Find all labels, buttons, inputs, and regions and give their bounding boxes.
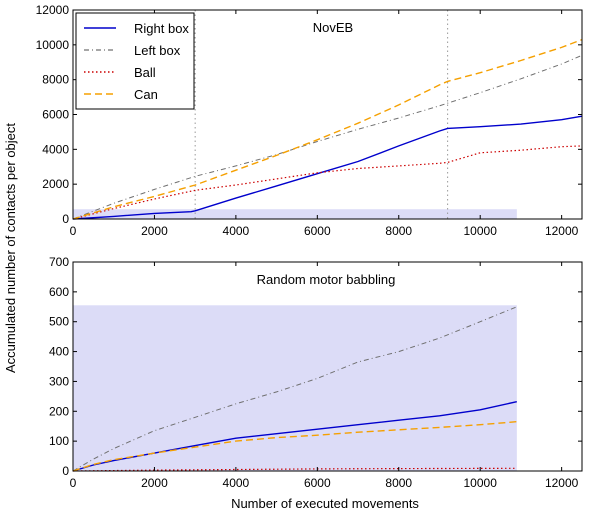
x-tick-label: 8000 xyxy=(385,476,412,490)
y-tick-label: 6000 xyxy=(42,108,69,122)
legend-label: Right box xyxy=(134,21,189,36)
series-line-ball xyxy=(72,145,583,220)
legend-label: Can xyxy=(134,87,158,102)
plot-frame xyxy=(72,261,583,472)
x-tick-label: 0 xyxy=(70,224,77,238)
legend: Right box Left box Ball Can xyxy=(75,12,195,110)
shaded-region xyxy=(73,305,517,471)
series-line-left-box xyxy=(72,306,517,472)
panel-title: Random motor babbling xyxy=(257,272,396,287)
y-tick-label: 8000 xyxy=(42,73,69,87)
y-tick-label: 400 xyxy=(49,345,69,359)
legend-label: Ball xyxy=(134,65,156,80)
x-tick-label: 10000 xyxy=(464,476,498,490)
x-tick-label: 0 xyxy=(70,476,77,490)
y-tick-label: 500 xyxy=(49,315,69,329)
x-tick-label: 12000 xyxy=(545,476,579,490)
x-tick-label: 6000 xyxy=(304,224,331,238)
y-tick-label: 0 xyxy=(62,212,69,226)
x-tick-label: 12000 xyxy=(545,224,579,238)
series-line-ball xyxy=(72,467,517,472)
x-axis-title: Number of executed movements xyxy=(231,496,419,511)
y-tick-label: 700 xyxy=(49,255,69,269)
series-line-can xyxy=(72,38,583,220)
series-line-left-box xyxy=(72,54,583,220)
x-tick-label: 4000 xyxy=(223,476,250,490)
y-tick-label: 2000 xyxy=(42,177,69,191)
panel-title: NovEB xyxy=(313,20,353,35)
series-line-can xyxy=(72,421,517,472)
x-tick-label: 2000 xyxy=(141,476,168,490)
x-tick-label: 6000 xyxy=(304,476,331,490)
x-tick-label: 4000 xyxy=(223,224,250,238)
y-axis-title: Accumulated number of contacts per objec… xyxy=(3,123,18,373)
legend-label: Left box xyxy=(134,43,181,58)
series-line-right-box xyxy=(72,401,517,472)
chart-panel-1: 0 2000 4000 6000 8000 10000 12000 0 2000 4000 6000… xyxy=(36,3,583,238)
y-tick-label: 200 xyxy=(49,404,69,418)
y-tick-label: 10000 xyxy=(36,38,70,52)
y-tick-label: 600 xyxy=(49,285,69,299)
x-tick-label: 2000 xyxy=(141,224,168,238)
chart-panel-2: 0 2000 4000 6000 8000 10000 12000 0 100 200 300 400… xyxy=(49,255,583,490)
y-tick-label: 12000 xyxy=(36,3,70,17)
y-tick-label: 4000 xyxy=(42,142,69,156)
x-tick-label: 10000 xyxy=(464,224,498,238)
y-tick-label: 300 xyxy=(49,374,69,388)
legend-box xyxy=(75,12,195,110)
y-tick-label: 100 xyxy=(49,434,69,448)
y-tick-label: 0 xyxy=(62,464,69,478)
shaded-region xyxy=(73,209,517,219)
series-line-right-box xyxy=(72,115,583,220)
x-tick-label: 8000 xyxy=(385,224,412,238)
